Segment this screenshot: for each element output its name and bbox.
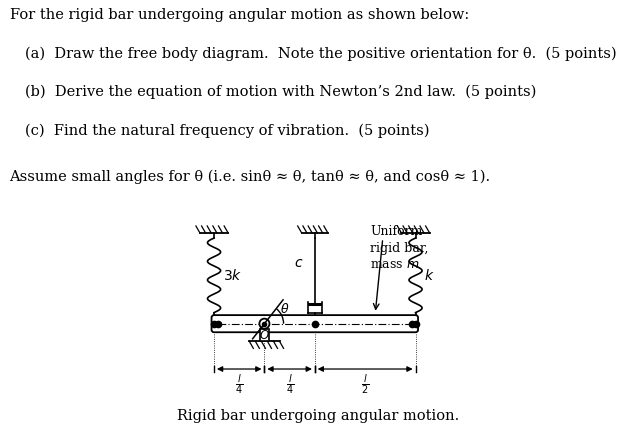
Text: $\frac{l}{4}$: $\frac{l}{4}$ (285, 372, 294, 396)
Text: Uniform
rigid bar,
mass $m$: Uniform rigid bar, mass $m$ (370, 226, 429, 272)
Text: $\theta$: $\theta$ (280, 302, 289, 316)
Text: (c)  Find the natural frequency of vibration.  (5 points): (c) Find the natural frequency of vibrat… (25, 124, 430, 138)
Text: $\frac{l}{2}$: $\frac{l}{2}$ (361, 372, 369, 396)
Text: Assume small angles for θ (i.e. sinθ ≈ θ, tanθ ≈ θ, and cosθ ≈ 1).: Assume small angles for θ (i.e. sinθ ≈ θ… (10, 170, 490, 184)
Text: $k$: $k$ (424, 268, 434, 283)
Text: $\frac{l}{4}$: $\frac{l}{4}$ (235, 372, 243, 396)
Circle shape (259, 319, 269, 328)
Text: $3k$: $3k$ (223, 268, 243, 283)
Text: Rigid bar undergoing angular motion.: Rigid bar undergoing angular motion. (177, 409, 460, 423)
Text: $c$: $c$ (294, 256, 304, 270)
FancyBboxPatch shape (211, 315, 418, 332)
Bar (260, 328, 269, 341)
Text: (a)  Draw the free body diagram.  Note the positive orientation for θ.  (5 point: (a) Draw the free body diagram. Note the… (25, 46, 617, 60)
Text: (b)  Derive the equation of motion with Newton’s 2nd law.  (5 points): (b) Derive the equation of motion with N… (25, 85, 537, 99)
Text: $\ddot{O}$: $\ddot{O}$ (259, 327, 270, 343)
Text: For the rigid bar undergoing angular motion as shown below:: For the rigid bar undergoing angular mot… (10, 8, 469, 22)
